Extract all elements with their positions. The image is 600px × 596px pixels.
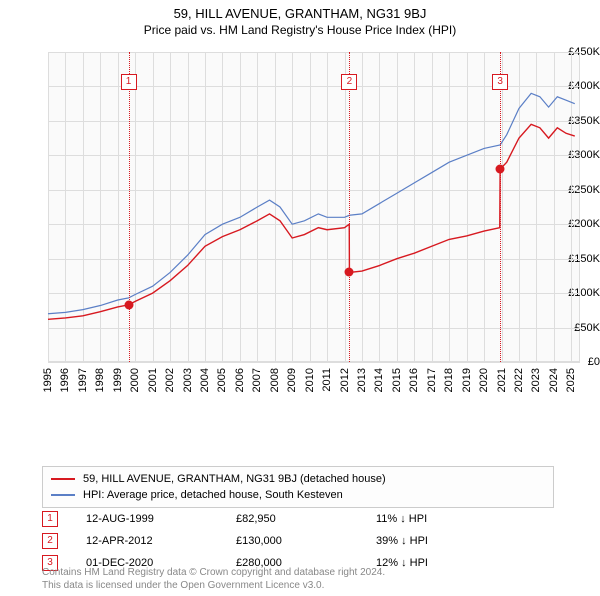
x-tick: 1996 xyxy=(59,368,71,392)
footer-line1: Contains HM Land Registry data © Crown c… xyxy=(42,566,385,579)
legend-row: 59, HILL AVENUE, GRANTHAM, NG31 9BJ (det… xyxy=(51,471,545,487)
legend-swatch xyxy=(51,494,75,496)
legend-swatch xyxy=(51,478,75,480)
sale-marker-line xyxy=(129,52,130,362)
series-line xyxy=(48,93,575,313)
x-tick: 2002 xyxy=(164,368,176,392)
x-tick: 2011 xyxy=(321,368,333,392)
x-tick: 2015 xyxy=(391,368,403,392)
event-price: £82,950 xyxy=(236,513,376,525)
x-tick: 2025 xyxy=(565,368,577,392)
x-tick: 2017 xyxy=(426,368,438,392)
x-tick: 2024 xyxy=(548,368,560,392)
event-row: 2 12-APR-2012£130,00039% ↓ HPI xyxy=(42,530,554,552)
footer-attribution: Contains HM Land Registry data © Crown c… xyxy=(42,566,385,592)
event-row: 1 12-AUG-1999£82,95011% ↓ HPI xyxy=(42,508,554,530)
event-marker: 1 xyxy=(42,511,58,527)
x-tick: 2006 xyxy=(234,368,246,392)
x-tick: 2004 xyxy=(199,368,211,392)
event-date: 12-APR-2012 xyxy=(86,535,236,547)
sale-dot xyxy=(124,300,133,309)
x-tick: 2013 xyxy=(356,368,368,392)
x-tick: 2020 xyxy=(478,368,490,392)
x-tick: 1997 xyxy=(77,368,89,392)
x-tick: 2008 xyxy=(269,368,281,392)
x-tick: 1998 xyxy=(94,368,106,392)
legend: 59, HILL AVENUE, GRANTHAM, NG31 9BJ (det… xyxy=(42,466,554,508)
x-tick: 2019 xyxy=(461,368,473,392)
x-tick: 2009 xyxy=(286,368,298,392)
event-delta: 12% ↓ HPI xyxy=(376,557,526,569)
x-tick: 1995 xyxy=(42,368,54,392)
events-table: 1 12-AUG-1999£82,95011% ↓ HPI 2 12-APR-2012… xyxy=(42,508,554,574)
x-tick: 2000 xyxy=(129,368,141,392)
event-price: £130,000 xyxy=(236,535,376,547)
sale-marker-badge: 2 xyxy=(341,74,357,90)
chart-subtitle: Price paid vs. HM Land Registry's House … xyxy=(0,23,600,37)
x-tick: 2018 xyxy=(443,368,455,392)
legend-label: HPI: Average price, detached house, Sout… xyxy=(83,489,343,501)
legend-row: HPI: Average price, detached house, Sout… xyxy=(51,487,545,503)
x-tick: 2010 xyxy=(304,368,316,392)
x-tick: 2022 xyxy=(513,368,525,392)
sale-dot xyxy=(345,268,354,277)
chart-area: £0£50K£100K£150K£200K£250K£300K£350K£400… xyxy=(0,48,600,426)
footer-line2: This data is licensed under the Open Gov… xyxy=(42,579,385,592)
x-tick: 2012 xyxy=(339,368,351,392)
x-tick: 2021 xyxy=(496,368,508,392)
event-date: 12-AUG-1999 xyxy=(86,513,236,525)
x-tick: 2005 xyxy=(216,368,228,392)
x-tick: 2003 xyxy=(182,368,194,392)
x-tick: 2001 xyxy=(147,368,159,392)
legend-label: 59, HILL AVENUE, GRANTHAM, NG31 9BJ (det… xyxy=(83,473,386,485)
event-delta: 11% ↓ HPI xyxy=(376,513,526,525)
x-tick: 2016 xyxy=(408,368,420,392)
line-series-svg xyxy=(0,48,600,426)
x-tick: 1999 xyxy=(112,368,124,392)
sale-dot xyxy=(496,165,505,174)
event-delta: 39% ↓ HPI xyxy=(376,535,526,547)
sale-marker-line xyxy=(500,52,501,362)
event-marker: 2 xyxy=(42,533,58,549)
sale-marker-badge: 1 xyxy=(121,74,137,90)
x-tick: 2014 xyxy=(373,368,385,392)
x-tick: 2007 xyxy=(251,368,263,392)
x-tick: 2023 xyxy=(530,368,542,392)
sale-marker-badge: 3 xyxy=(492,74,508,90)
chart-title: 59, HILL AVENUE, GRANTHAM, NG31 9BJ xyxy=(0,6,600,21)
series-line xyxy=(48,124,575,319)
sale-marker-line xyxy=(349,52,350,362)
